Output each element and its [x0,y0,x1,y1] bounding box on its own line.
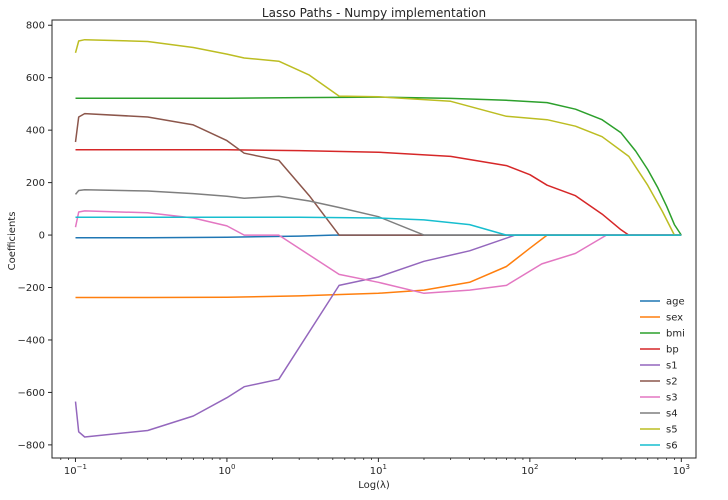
y-tick-label: 800 [26,21,45,32]
legend-label-bp: bp [666,345,679,356]
x-tick-label: 10−1 [64,463,87,477]
legend-label-s6: s6 [666,441,678,452]
series-layer [74,38,682,438]
x-tick-label: 103 [673,463,690,477]
y-tick-label: −400 [18,335,45,346]
series-line-s2 [74,112,682,236]
series-line-s5 [74,38,682,236]
legend: age sex bmi bp s1 s2 s3 s4 s5 s6 [640,297,685,452]
plot-area [51,19,697,459]
legend-label-s4: s4 [666,409,678,420]
series-line-s4 [74,188,682,236]
plot-frame [51,19,697,459]
x-axis-label: Log(λ) [358,480,390,491]
x-tick-label: 101 [370,463,387,477]
chart-title: Lasso Paths - Numpy implementation [262,6,486,20]
series-line-s3 [74,210,682,295]
y-tick-label: 200 [26,178,45,189]
y-tick-label: 600 [26,73,45,84]
y-tick-label: 400 [26,126,45,137]
series-line-sex [75,234,682,299]
x-tick-label: 100 [218,463,235,477]
legend-label-s2: s2 [666,377,678,388]
y-tick-label: −200 [18,283,45,294]
y-tick-label: −800 [18,440,45,451]
ticks-layer: 800 600 400 200 0 −200 −400 −600 −800 10−1 100 101 1… [18,21,690,477]
legend-label-sex: sex [666,313,683,324]
legend-label-age: age [666,297,685,308]
y-tick-label: 0 [39,231,45,242]
legend-label-s5: s5 [666,425,678,436]
y-tick-label: −600 [18,388,45,399]
legend-label-s3: s3 [666,393,678,404]
series-line-s6 [75,216,682,236]
series-line-s1 [74,234,682,438]
series-line-bp [75,149,682,236]
y-axis-label: Coefficients [7,212,18,271]
legend-label-bmi: bmi [666,329,685,340]
legend-label-s1: s1 [666,361,678,372]
x-tick-label: 102 [521,463,538,477]
series-line-bmi [75,96,682,236]
